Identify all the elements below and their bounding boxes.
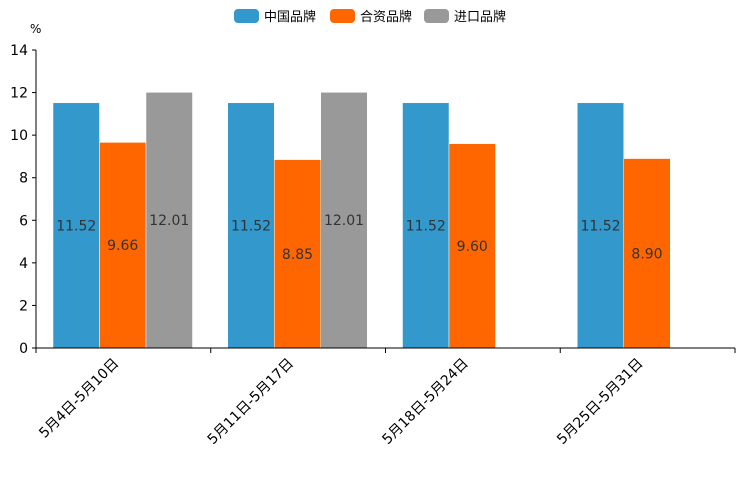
x-tick-label: 5月18日-5月24日 bbox=[379, 356, 471, 448]
bar-value-label: 11.52 bbox=[406, 218, 446, 234]
bar-value-label: 11.52 bbox=[231, 218, 271, 234]
y-tick-label: 6 bbox=[19, 213, 28, 229]
bar bbox=[623, 158, 671, 349]
legend-swatch bbox=[424, 9, 449, 23]
legend-item[interactable]: 进口品牌 bbox=[424, 9, 506, 25]
legend-swatch bbox=[234, 9, 259, 23]
y-tick-label: 0 bbox=[19, 341, 28, 357]
bar-value-label: 9.60 bbox=[457, 239, 488, 255]
bar bbox=[274, 159, 321, 349]
x-tick-label: 5月11日-5月17日 bbox=[205, 356, 297, 448]
bar bbox=[320, 92, 368, 349]
y-tick-label: 8 bbox=[19, 171, 28, 187]
y-tick-label: 10 bbox=[10, 128, 28, 144]
y-tick-label: 12 bbox=[10, 86, 28, 102]
x-tick-label: 5月25日-5月31日 bbox=[554, 356, 646, 448]
y-tick-label: 14 bbox=[10, 43, 28, 59]
legend-swatch bbox=[330, 9, 355, 23]
legend-label: 合资品牌 bbox=[360, 9, 412, 25]
bar-value-label: 12.01 bbox=[324, 213, 364, 229]
bar bbox=[448, 143, 496, 349]
legend-label: 进口品牌 bbox=[454, 9, 506, 25]
x-tick-label: 5月4日-5月10日 bbox=[36, 356, 122, 442]
bar-value-label: 12.01 bbox=[149, 213, 189, 229]
bar bbox=[145, 92, 193, 349]
y-tick-label: 4 bbox=[19, 256, 28, 272]
y-tick-label: 2 bbox=[19, 298, 28, 314]
legend-item[interactable]: 合资品牌 bbox=[330, 9, 412, 25]
bar-value-label: 8.90 bbox=[631, 246, 662, 262]
bar-value-label: 9.66 bbox=[107, 238, 138, 254]
legend: 中国品牌 合资品牌 进口品牌 bbox=[234, 9, 506, 25]
legend-item[interactable]: 中国品牌 bbox=[234, 9, 316, 25]
y-axis: 0 2 4 6 8 10 12 14 bbox=[10, 43, 37, 357]
y-axis-unit-label: % bbox=[30, 22, 41, 36]
legend-label: 中国品牌 bbox=[264, 9, 316, 25]
bar-value-label: 11.52 bbox=[56, 218, 96, 234]
bar-value-label: 8.85 bbox=[282, 247, 313, 263]
x-axis: 5月4日-5月10日 5月11日-5月17日 5月18日-5月24日 5月25日-5月… bbox=[35, 347, 736, 448]
bar-value-label: 11.52 bbox=[580, 218, 620, 234]
bars: 11.52 11.52 11.52 11.52 9.66 8.85 9.60 8.90 12.0… bbox=[52, 92, 671, 349]
